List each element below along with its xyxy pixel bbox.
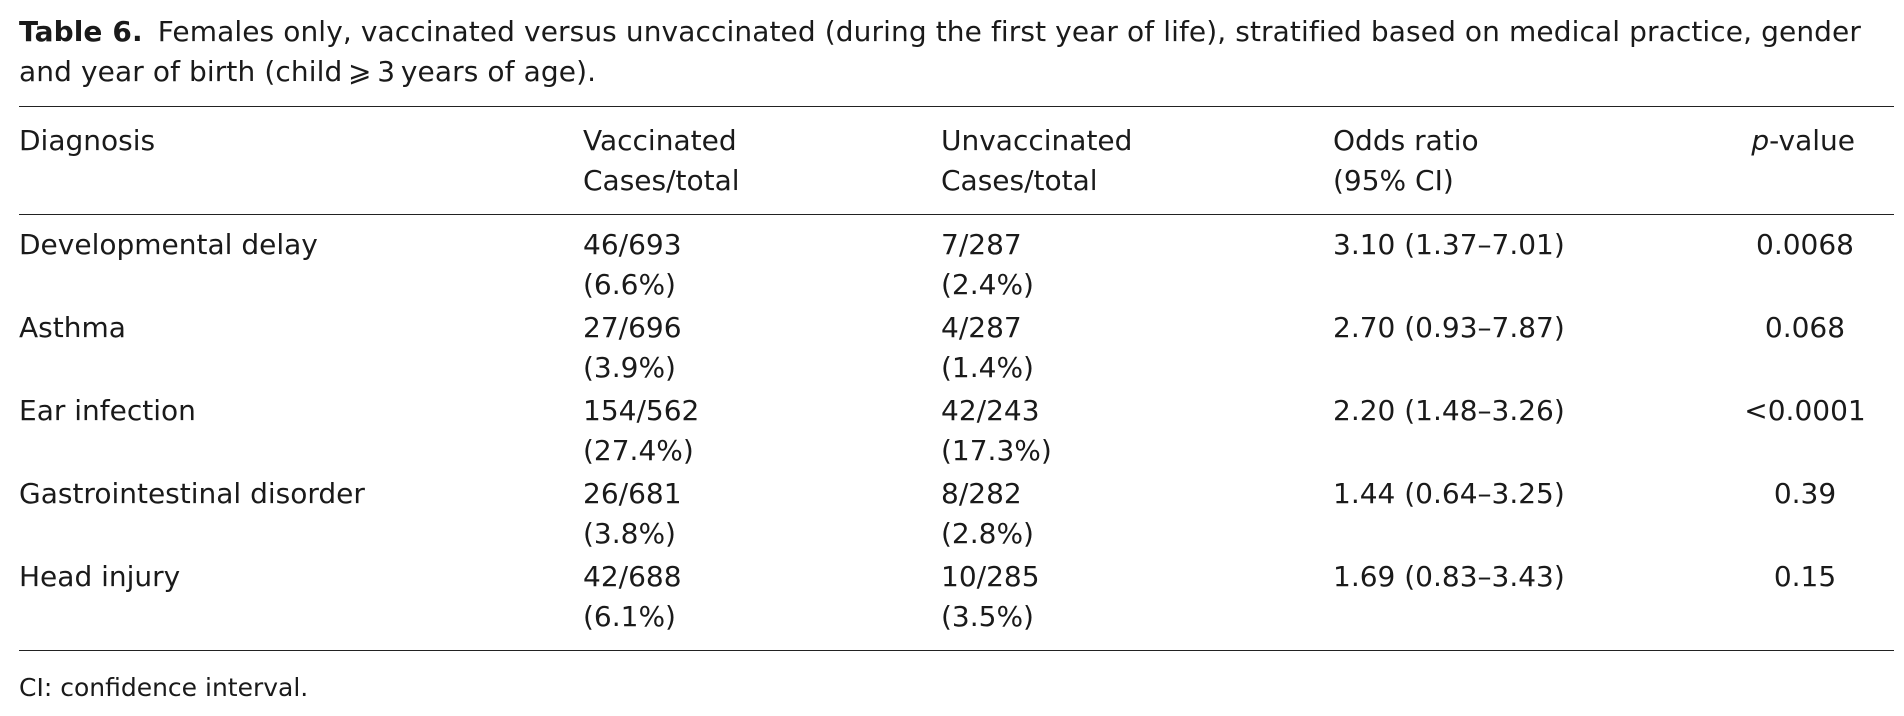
cell-odds-ratio: 2.70 (0.93–7.87) xyxy=(1333,311,1565,344)
vaccinated-percent: (27.4%) xyxy=(583,434,694,467)
header-odds-ratio: Odds ratio (95% CI) xyxy=(1333,121,1479,201)
vaccinated-cases: 42/688 xyxy=(583,560,682,593)
cell-vaccinated: 154/562 (27.4%) xyxy=(583,391,699,471)
header-rule xyxy=(19,214,1894,215)
bottom-rule xyxy=(19,650,1894,651)
unvaccinated-cases: 4/287 xyxy=(941,311,1022,344)
vaccinated-percent: (6.1%) xyxy=(583,600,676,633)
vaccinated-cases: 26/681 xyxy=(583,477,682,510)
unvaccinated-cases: 42/243 xyxy=(941,394,1040,427)
unvaccinated-cases: 10/285 xyxy=(941,560,1040,593)
cell-p-value: 0.0068 xyxy=(1756,228,1854,261)
unvaccinated-cases: 7/287 xyxy=(941,228,1022,261)
table-caption-label: Table 6. xyxy=(19,15,143,48)
cell-vaccinated: 42/688 (6.1%) xyxy=(583,557,682,637)
cell-diagnosis: Ear infection xyxy=(19,394,196,427)
vaccinated-cases: 27/696 xyxy=(583,311,682,344)
cell-odds-ratio: 2.20 (1.48–3.26) xyxy=(1333,394,1565,427)
header-p-value: p-value xyxy=(1700,121,1855,161)
cell-p-value: 0.068 xyxy=(1764,311,1846,344)
cell-p-value: <0.0001 xyxy=(1744,394,1866,427)
table-caption-text: Females only, vaccinated versus unvaccin… xyxy=(19,15,1861,88)
header-odds-ratio-line2: (95% CI) xyxy=(1333,164,1454,197)
top-rule xyxy=(19,106,1894,107)
unvaccinated-percent: (3.5%) xyxy=(941,600,1034,633)
cell-odds-ratio: 1.69 (0.83–3.43) xyxy=(1333,560,1565,593)
vaccinated-percent: (3.9%) xyxy=(583,351,676,384)
cell-unvaccinated: 8/282 (2.8%) xyxy=(941,474,1034,554)
header-vaccinated: Vaccinated Cases/total xyxy=(583,121,740,201)
vaccinated-cases: 46/693 xyxy=(583,228,682,261)
vaccinated-percent: (6.6%) xyxy=(583,268,676,301)
header-p-value-italic: p xyxy=(1751,124,1770,157)
unvaccinated-percent: (2.8%) xyxy=(941,517,1034,550)
cell-odds-ratio: 1.44 (0.64–3.25) xyxy=(1333,477,1565,510)
header-p-value-rest: -value xyxy=(1769,124,1855,157)
cell-p-value: 0.15 xyxy=(1773,560,1837,593)
vaccinated-cases: 154/562 xyxy=(583,394,700,427)
cell-p-value: 0.39 xyxy=(1773,477,1837,510)
cell-vaccinated: 46/693 (6.6%) xyxy=(583,225,682,305)
table-caption: Table 6. Females only, vaccinated versus… xyxy=(19,12,1879,92)
table-footnote: CI: confidence interval. xyxy=(19,673,309,702)
cell-unvaccinated: 10/285 (3.5%) xyxy=(941,557,1040,637)
cell-odds-ratio: 3.10 (1.37–7.01) xyxy=(1333,228,1565,261)
header-vaccinated-line2: Cases/total xyxy=(583,164,740,197)
unvaccinated-cases: 8/282 xyxy=(941,477,1022,510)
unvaccinated-percent: (1.4%) xyxy=(941,351,1034,384)
header-odds-ratio-line1: Odds ratio xyxy=(1333,124,1479,157)
cell-unvaccinated: 42/243 (17.3%) xyxy=(941,391,1052,471)
header-diagnosis: Diagnosis xyxy=(19,124,156,157)
cell-diagnosis: Head injury xyxy=(19,560,181,593)
cell-unvaccinated: 7/287 (2.4%) xyxy=(941,225,1034,305)
cell-vaccinated: 27/696 (3.9%) xyxy=(583,308,682,388)
header-vaccinated-line1: Vaccinated xyxy=(583,124,737,157)
vaccinated-percent: (3.8%) xyxy=(583,517,676,550)
header-unvaccinated-line2: Cases/total xyxy=(941,164,1098,197)
header-unvaccinated: Unvaccinated Cases/total xyxy=(941,121,1132,201)
cell-vaccinated: 26/681 (3.8%) xyxy=(583,474,682,554)
cell-diagnosis: Developmental delay xyxy=(19,228,318,261)
unvaccinated-percent: (17.3%) xyxy=(941,434,1052,467)
unvaccinated-percent: (2.4%) xyxy=(941,268,1034,301)
header-unvaccinated-line1: Unvaccinated xyxy=(941,124,1133,157)
cell-diagnosis: Gastrointestinal disorder xyxy=(19,477,365,510)
cell-unvaccinated: 4/287 (1.4%) xyxy=(941,308,1034,388)
cell-diagnosis: Asthma xyxy=(19,311,126,344)
